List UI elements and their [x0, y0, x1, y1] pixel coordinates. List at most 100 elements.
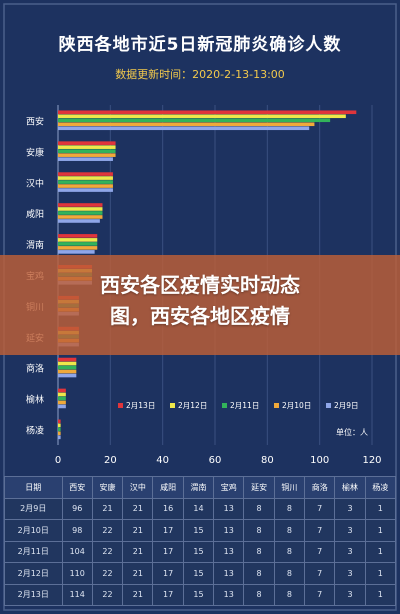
banner-line-1: 西安各区疫情实时动态 — [100, 273, 300, 297]
category-label: 渭南 — [26, 239, 44, 251]
bar — [58, 392, 66, 397]
bar — [58, 404, 66, 409]
table-cell: 8 — [243, 540, 275, 563]
legend-swatch — [222, 403, 227, 408]
table-cell: 21 — [122, 540, 154, 563]
table-cell: 8 — [273, 562, 306, 585]
table-header-cell: 日期 — [4, 476, 63, 499]
table-cell: 8 — [243, 562, 275, 585]
update-time: 数据更新时间：2020-2-13-13:00 — [115, 68, 285, 81]
legend-label: 2月13日 — [126, 401, 155, 410]
category-label: 杨凌 — [26, 425, 44, 437]
table-cell: 3 — [334, 497, 366, 520]
bar — [58, 188, 113, 192]
table-cell: 15 — [182, 562, 215, 585]
table-row: 2月9日 96 21 21 16 14 13 8 8 7 3 1 — [4, 497, 397, 520]
table-header-cell: 渭南 — [182, 476, 215, 499]
table-header-cell: 杨凌 — [364, 476, 397, 499]
page-title: 陕西各地市近5日新冠肺炎确诊人数 — [58, 35, 342, 55]
bar — [58, 234, 98, 238]
table-cell: 1 — [364, 497, 397, 520]
table-cell: 1 — [364, 540, 397, 563]
bar — [58, 118, 331, 123]
table-header-cell: 宝鸡 — [213, 476, 245, 499]
table-cell: 3 — [334, 562, 366, 585]
table-header-cell: 咸阳 — [152, 476, 184, 499]
table-row: 2月12日 110 22 21 17 15 13 8 8 7 3 1 — [4, 562, 397, 585]
category-label: 安康 — [26, 146, 44, 158]
bar — [58, 126, 310, 131]
table-cell: 15 — [182, 540, 215, 563]
bar — [58, 145, 116, 149]
table-cell: 8 — [273, 583, 306, 606]
table-row: 2月13日 114 22 21 17 15 13 8 8 7 3 1 — [4, 583, 397, 606]
legend-label: 2月10日 — [282, 401, 311, 410]
table-header-cell: 安康 — [91, 476, 124, 499]
bar — [58, 250, 95, 254]
table-cell: 17 — [152, 562, 184, 585]
table-cell: 14 — [182, 497, 215, 520]
legend-swatch — [170, 403, 175, 408]
table-cell: 1 — [364, 583, 397, 606]
table-cell: 22 — [91, 583, 124, 606]
bar — [58, 435, 61, 440]
table-cell: 8 — [273, 519, 306, 542]
table-cell: 7 — [304, 583, 336, 606]
table-cell: 13 — [213, 540, 245, 563]
bar — [58, 114, 346, 119]
table-cell: 2月13日 — [4, 583, 63, 606]
table-header-cell: 商洛 — [304, 476, 336, 499]
category-label: 商洛 — [26, 363, 44, 375]
banner-text: 西安各区疫情实时动态 图，西安各地区疫情 — [20, 270, 380, 332]
x-tick-label: 120 — [362, 455, 381, 466]
table-cell: 7 — [304, 497, 336, 520]
table-cell: 22 — [91, 519, 124, 542]
bar — [58, 176, 113, 180]
table-cell: 2月12日 — [4, 562, 63, 585]
table-cell: 22 — [91, 562, 124, 585]
table-cell: 13 — [213, 583, 245, 606]
table-cell: 7 — [304, 562, 336, 585]
table-cell: 3 — [334, 519, 366, 542]
table-cell: 2月11日 — [4, 540, 63, 563]
category-label: 西安 — [26, 115, 44, 127]
table-cell: 114 — [61, 583, 93, 606]
legend-label: 2月12日 — [178, 401, 207, 410]
bar — [58, 427, 61, 432]
legend-swatch — [326, 403, 331, 408]
bar — [58, 219, 100, 223]
bar — [58, 211, 103, 215]
bar — [58, 238, 98, 242]
table-cell: 8 — [273, 497, 306, 520]
table-cell: 17 — [152, 519, 184, 542]
category-label: 榆林 — [26, 394, 44, 406]
x-tick-label: 20 — [104, 455, 117, 466]
table-cell: 98 — [61, 519, 93, 542]
table-cell: 17 — [152, 583, 184, 606]
table-cell: 3 — [334, 540, 366, 563]
table-cell: 22 — [91, 540, 124, 563]
table-header-cell: 汉中 — [122, 476, 154, 499]
table-row: 2月10日 98 22 21 17 15 13 8 8 7 3 1 — [4, 519, 397, 542]
banner-line-2: 图，西安各地区疫情 — [110, 304, 290, 328]
table-cell: 8 — [243, 497, 275, 520]
table-cell: 21 — [122, 562, 154, 585]
table-cell: 8 — [243, 519, 275, 542]
table-cell: 8 — [243, 583, 275, 606]
table-body: 2月9日 96 21 21 16 14 13 8 8 7 3 1 2月10日 98 22 21 17 15 13 8 8… — [4, 497, 397, 606]
table-cell: 17 — [152, 540, 184, 563]
bar — [58, 357, 77, 362]
legend-label: 2月11日 — [230, 401, 259, 410]
bar — [58, 396, 66, 401]
bar — [58, 419, 61, 424]
bar — [58, 184, 113, 188]
bar — [58, 246, 98, 250]
table-header-cell: 延安 — [243, 476, 275, 499]
table-cell: 96 — [61, 497, 93, 520]
bar — [58, 431, 61, 436]
table-cell: 13 — [213, 562, 245, 585]
table-header-cell: 榆林 — [334, 476, 366, 499]
bar — [58, 373, 77, 378]
bar — [58, 369, 77, 374]
table-cell: 2月10日 — [4, 519, 63, 542]
